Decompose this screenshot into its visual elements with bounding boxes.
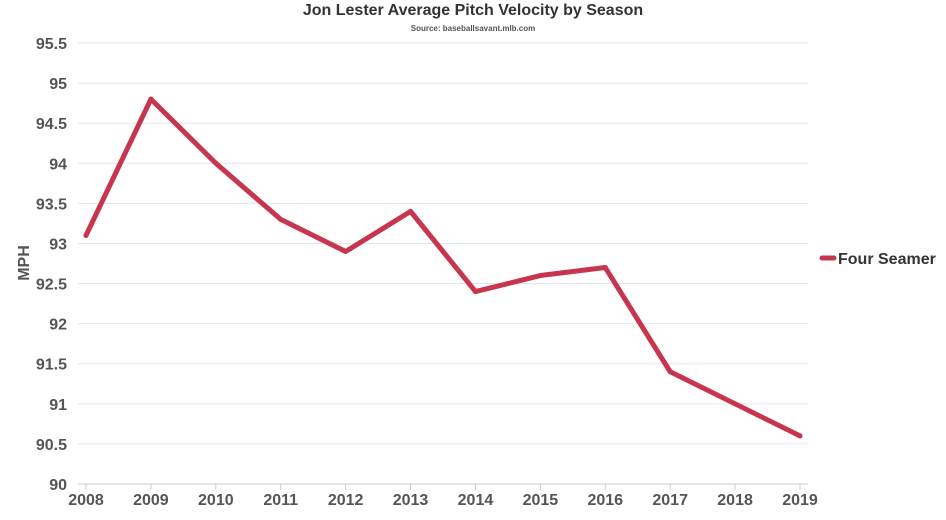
x-tick-label: 2008 (68, 492, 104, 509)
legend-label: Four Seamer (838, 251, 936, 268)
y-tick-label: 91.5 (36, 357, 67, 374)
x-tick-label: 2013 (393, 492, 429, 509)
data-point (537, 273, 543, 279)
y-tick-label: 93 (49, 236, 67, 253)
chart-title: Jon Lester Average Pitch Velocity by Sea… (302, 2, 644, 19)
data-point (602, 265, 608, 271)
data-point (797, 433, 803, 439)
y-tick-label: 95 (49, 76, 67, 93)
series-line-four-seamer (83, 96, 803, 439)
x-tick-label: 2015 (523, 492, 559, 509)
x-tick-label: 2012 (328, 492, 364, 509)
y-tick-label: 93.5 (36, 196, 67, 213)
y-axis-ticks: 90 90.5 91 91.5 92 92.5 93 93.5 94 94.5 95 95.5 (36, 36, 67, 494)
data-point (667, 369, 673, 375)
data-point (278, 216, 284, 222)
x-tick-label: 2010 (198, 492, 234, 509)
data-point (408, 208, 414, 214)
x-tick-label: 2009 (133, 492, 169, 509)
x-axis-ticks: 2008 2009 2010 2011 2012 2013 2014 2015 2016 2017… (68, 484, 818, 509)
data-point (343, 248, 349, 254)
y-tick-label: 91 (49, 397, 67, 414)
x-tick-label: 2011 (263, 492, 298, 509)
legend: Four Seamer (819, 251, 936, 268)
y-tick-label: 94 (49, 156, 67, 173)
x-tick-label: 2018 (717, 492, 753, 509)
data-point (148, 96, 154, 102)
data-point (732, 401, 738, 407)
x-tick-label: 2019 (782, 492, 818, 509)
x-tick-label: 2017 (652, 492, 688, 509)
gridlines (78, 42, 808, 445)
y-tick-label: 92.5 (36, 277, 67, 294)
y-tick-label: 94.5 (36, 116, 67, 133)
x-tick-label: 2014 (458, 492, 494, 509)
y-tick-label: 92 (49, 317, 67, 334)
data-point (472, 289, 478, 295)
data-point (213, 160, 219, 166)
series-group (83, 96, 803, 439)
y-tick-label: 90.5 (36, 437, 67, 454)
chart-subtitle: Source: baseballsavant.mlb.com (410, 24, 536, 33)
y-tick-label: 90 (49, 477, 67, 494)
y-tick-label: 95.5 (36, 36, 67, 53)
y-axis-label: MPH (16, 245, 33, 281)
x-tick-label: 2016 (587, 492, 623, 509)
data-point (83, 232, 89, 238)
